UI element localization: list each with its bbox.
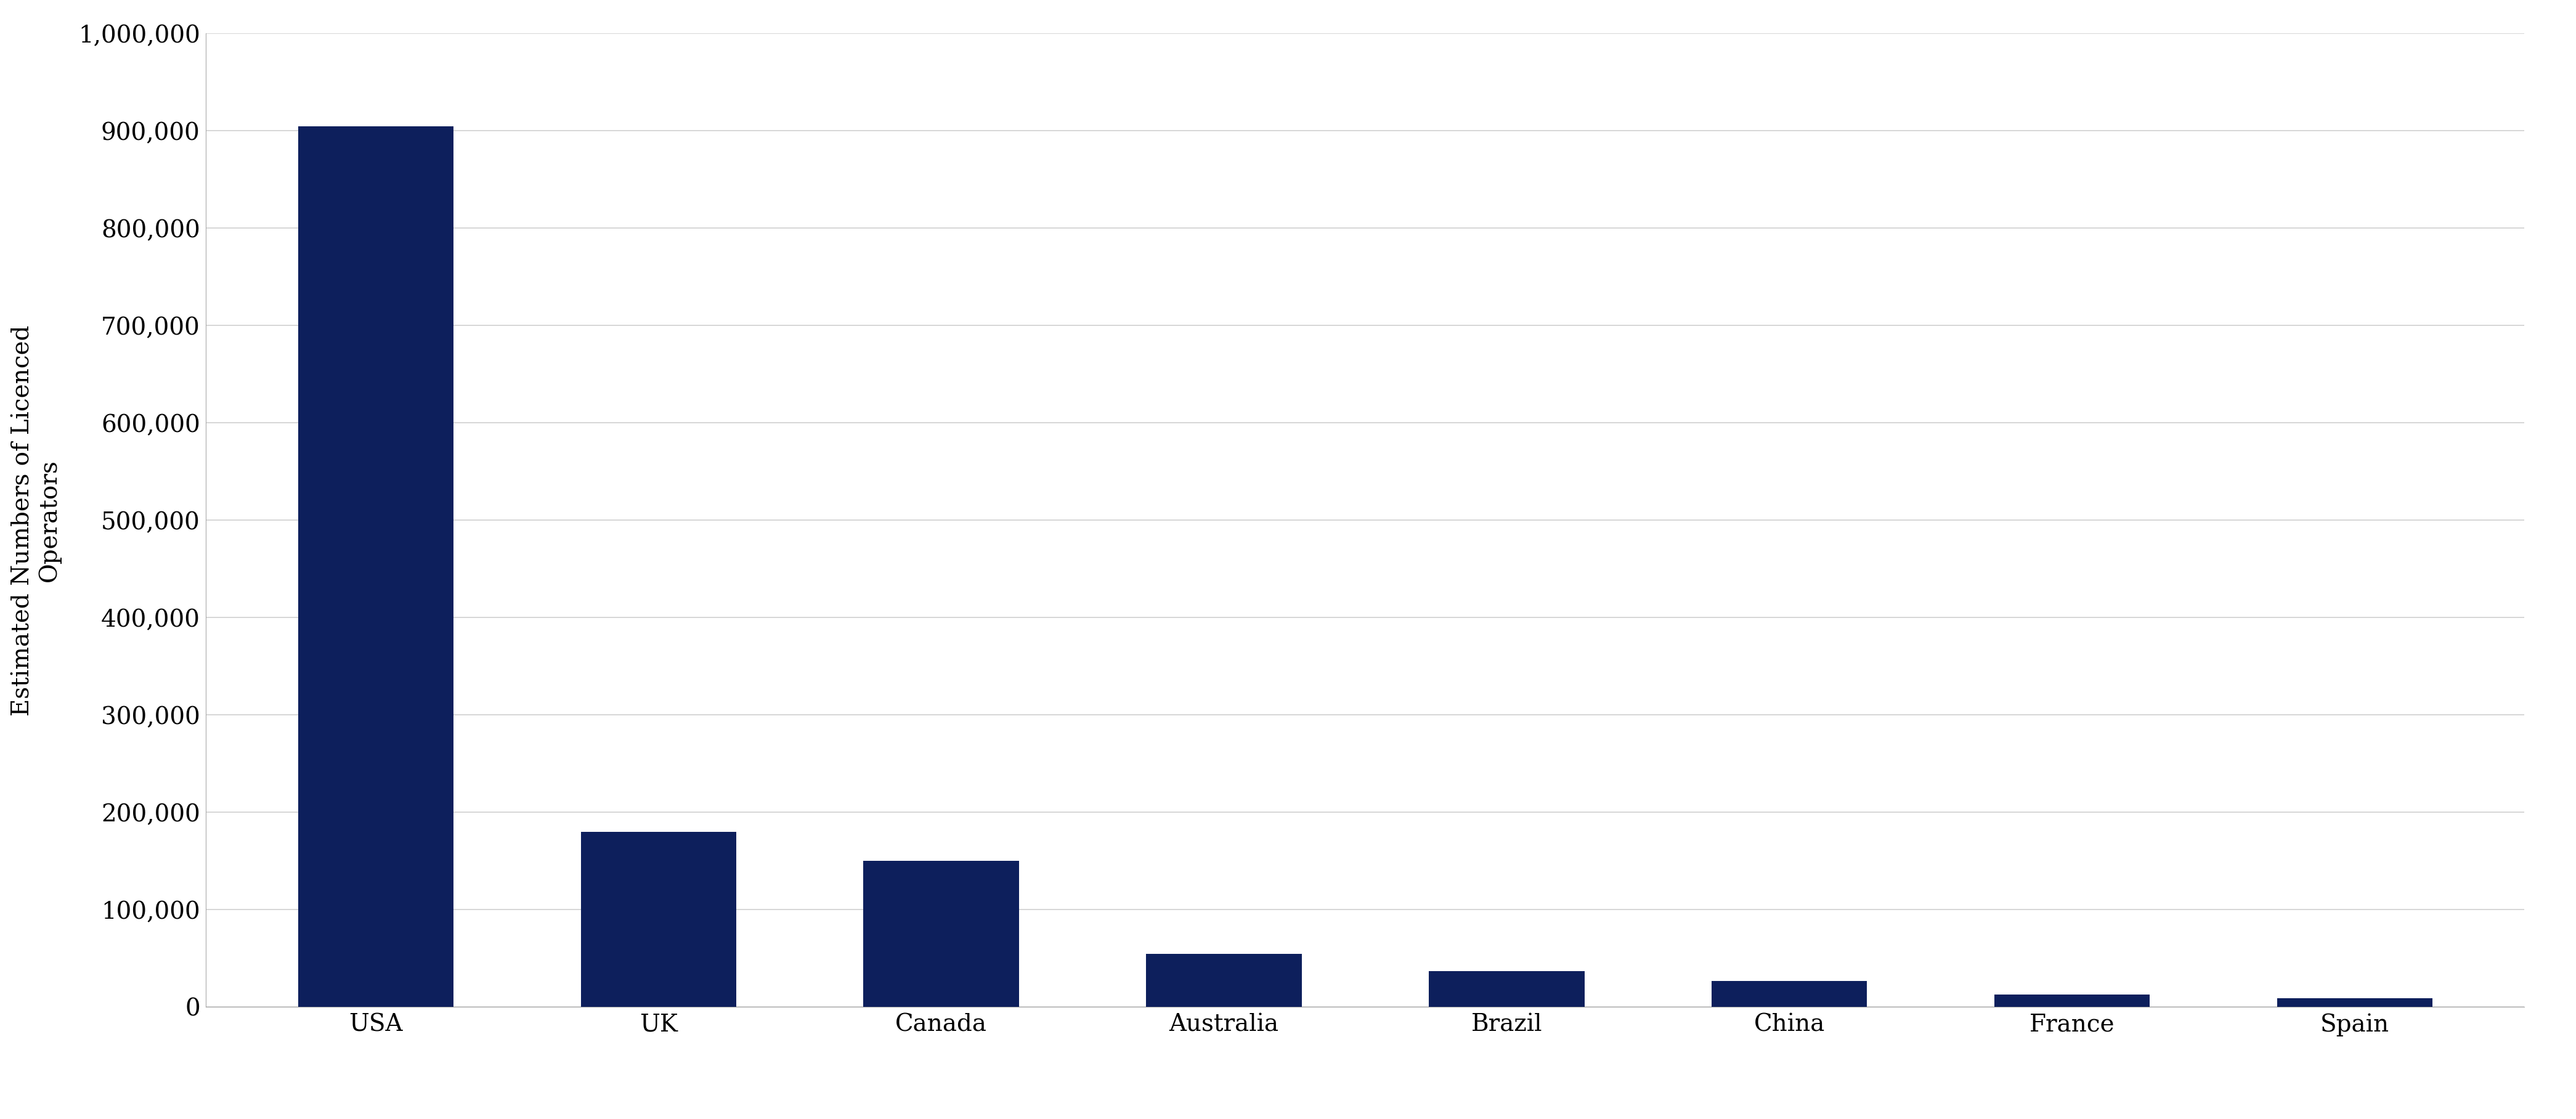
Bar (1994, 995, 2151, 1007)
Bar (1710, 981, 1868, 1007)
Y-axis label: Estimated Numbers of Licenced
Operators: Estimated Numbers of Licenced Operators (10, 325, 62, 716)
Bar (299, 126, 453, 1007)
Bar (1146, 953, 1301, 1007)
Bar (863, 862, 1020, 1007)
Bar (1430, 971, 1584, 1007)
Bar (2277, 998, 2432, 1007)
Bar (580, 831, 737, 1007)
